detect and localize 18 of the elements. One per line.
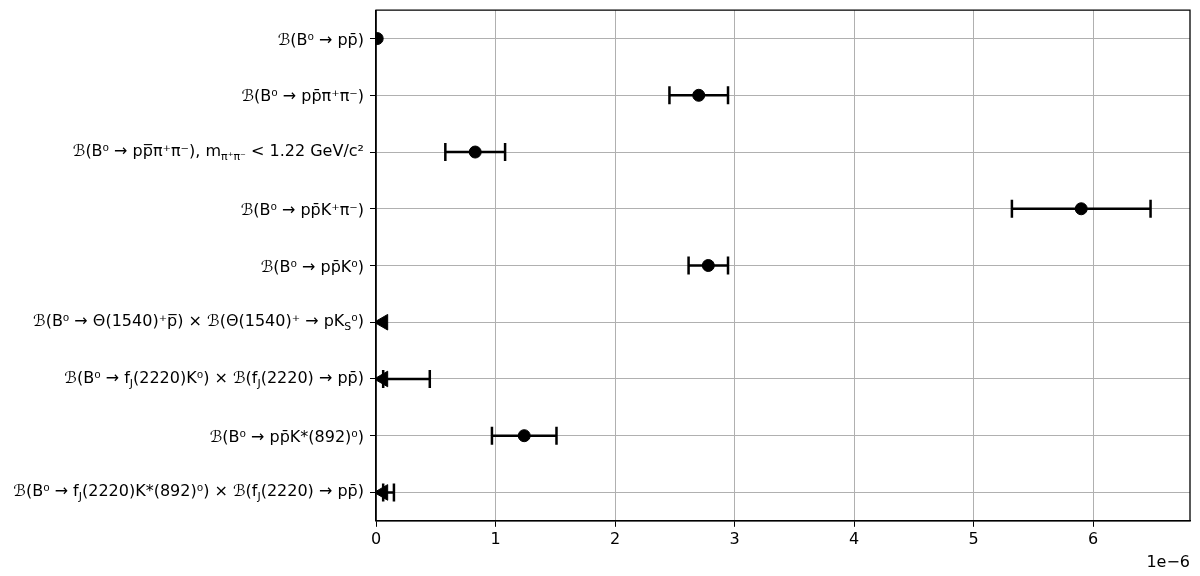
- x-tick-label: 1: [490, 528, 501, 548]
- x-tick-label: 6: [1088, 528, 1099, 548]
- y-tick-label: ℬ(B⁰ → pp̄K⁰): [260, 256, 364, 275]
- y-tick-label: ℬ(B⁰ → pp̄): [277, 29, 364, 49]
- text: 1e−6: [1146, 552, 1190, 571]
- x-tick-label: 4: [849, 528, 860, 548]
- y-tick-label: ℬ(B⁰ → f$_{J}$(2220)K*(892)⁰) × ℬ(f$_{J}$(2220) → pp̄): [13, 481, 364, 504]
- y-tick-label: ℬ(B⁰ → pp̄K⁺π⁻): [240, 199, 364, 219]
- y-tick-label: ℬ(B⁰ → pp̄K*(892)⁰): [209, 426, 364, 446]
- x-tick-label: 5: [968, 528, 979, 548]
- x-tick-label: 0: [370, 528, 382, 548]
- y-tick-label: ℬ(B⁰ → f$_{J}$(2220)K⁰) × ℬ(f$_{J}$(2220) → pp̄): [64, 367, 364, 391]
- x-tick-label: 2: [609, 528, 621, 548]
- y-tick-label: ℬ(B⁰ → pp̅π⁺π⁻), m$_{π⁺π⁻}$ < 1.22 GeV/c²: [72, 140, 364, 164]
- y-tick-label: ℬ(B⁰ → pp̄π⁺π⁻): [241, 85, 364, 105]
- x-tick-label: 3: [729, 528, 740, 548]
- point: [376, 313, 389, 331]
- y-tick-label: ℬ(B⁰ → Θ(1540)⁺p̅) × ℬ(Θ(1540)⁺ → pK$_{S}$⁰): [33, 311, 364, 334]
